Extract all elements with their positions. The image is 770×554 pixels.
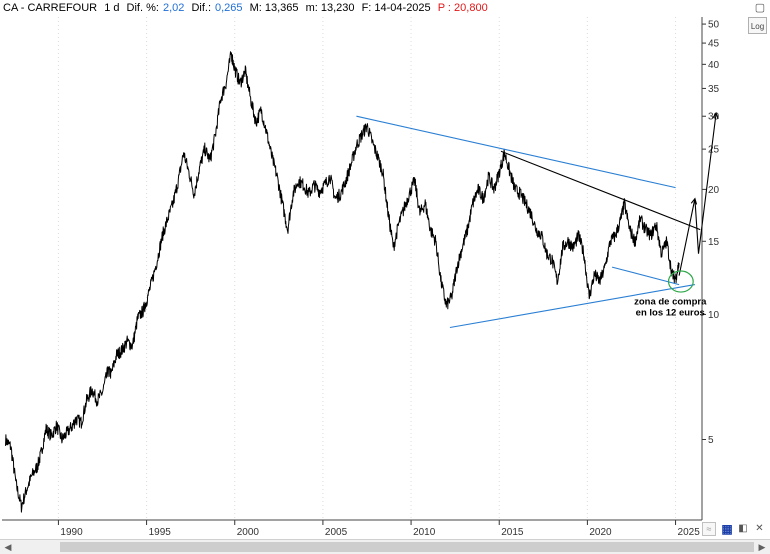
projection-arrowhead (712, 112, 719, 120)
pct-label: Dif. %: (126, 2, 159, 14)
y-tick-label: 50 (708, 20, 720, 31)
trend-line (356, 115, 676, 189)
x-tick-label: 2000 (237, 527, 260, 538)
log-scale-button[interactable]: Log (748, 17, 767, 34)
projection-line (678, 113, 717, 276)
y-tick-label: 40 (708, 60, 720, 71)
scroll-thumb[interactable] (60, 542, 754, 552)
chart-header: CA - CARREFOUR 1 d Dif. %: 2,02 Dif.: 0,26… (0, 0, 703, 16)
close-icon[interactable]: ✕ (755, 523, 764, 534)
date-label: F: 14-04-2025 (361, 2, 431, 14)
x-tick-label: 1990 (60, 527, 83, 538)
projection-arrowhead (690, 197, 698, 205)
dif-label: Dif.: (191, 2, 211, 14)
price-series-line (5, 51, 680, 513)
reset-zoom-icon[interactable]: ≈ (702, 522, 716, 536)
scroll-right-icon[interactable]: ▶ (758, 542, 766, 552)
x-tick-label: 2025 (678, 527, 701, 538)
y-tick-label: 35 (708, 84, 720, 95)
y-tick-label: 10 (708, 310, 720, 321)
symbol-label: CA - CARREFOUR (3, 2, 98, 14)
y-tick-label: 15 (708, 237, 720, 248)
scroll-left-icon[interactable]: ◀ (4, 542, 12, 552)
x-tick-label: 1995 (149, 527, 172, 538)
horizontal-scrollbar[interactable]: ◀ ▶ (0, 539, 770, 554)
x-tick-label: 2005 (325, 527, 348, 538)
x-tick-label: 2015 (501, 527, 524, 538)
save-chart-icon[interactable]: ▦ (721, 522, 733, 536)
price-label: P : 20,800 (437, 2, 488, 14)
y-tick-label: 25 (708, 145, 720, 156)
pct-value: 2,02 (162, 2, 185, 14)
dock-icon[interactable]: ◧ (738, 523, 748, 534)
buy-zone-annotation: zona de compra (634, 296, 707, 307)
y-tick-label: 5 (708, 435, 714, 446)
max-label: M: 13,365 (249, 2, 299, 14)
y-tick-label: 45 (708, 39, 720, 50)
buy-zone-ellipse (667, 270, 694, 293)
corner-menu-icon[interactable]: ▢ (754, 2, 766, 14)
x-tick-label: 2020 (589, 527, 612, 538)
x-tick-label: 2010 (413, 527, 436, 538)
projection-line (500, 150, 701, 231)
buy-zone-annotation: en los 12 euros (636, 307, 705, 318)
y-tick-label: 20 (708, 185, 720, 196)
min-label: m: 13,230 (305, 2, 355, 14)
trend-line (449, 284, 695, 329)
dif-value: 0,265 (215, 2, 243, 14)
plot-area (2, 17, 702, 520)
period-label: 1 d (104, 2, 120, 14)
